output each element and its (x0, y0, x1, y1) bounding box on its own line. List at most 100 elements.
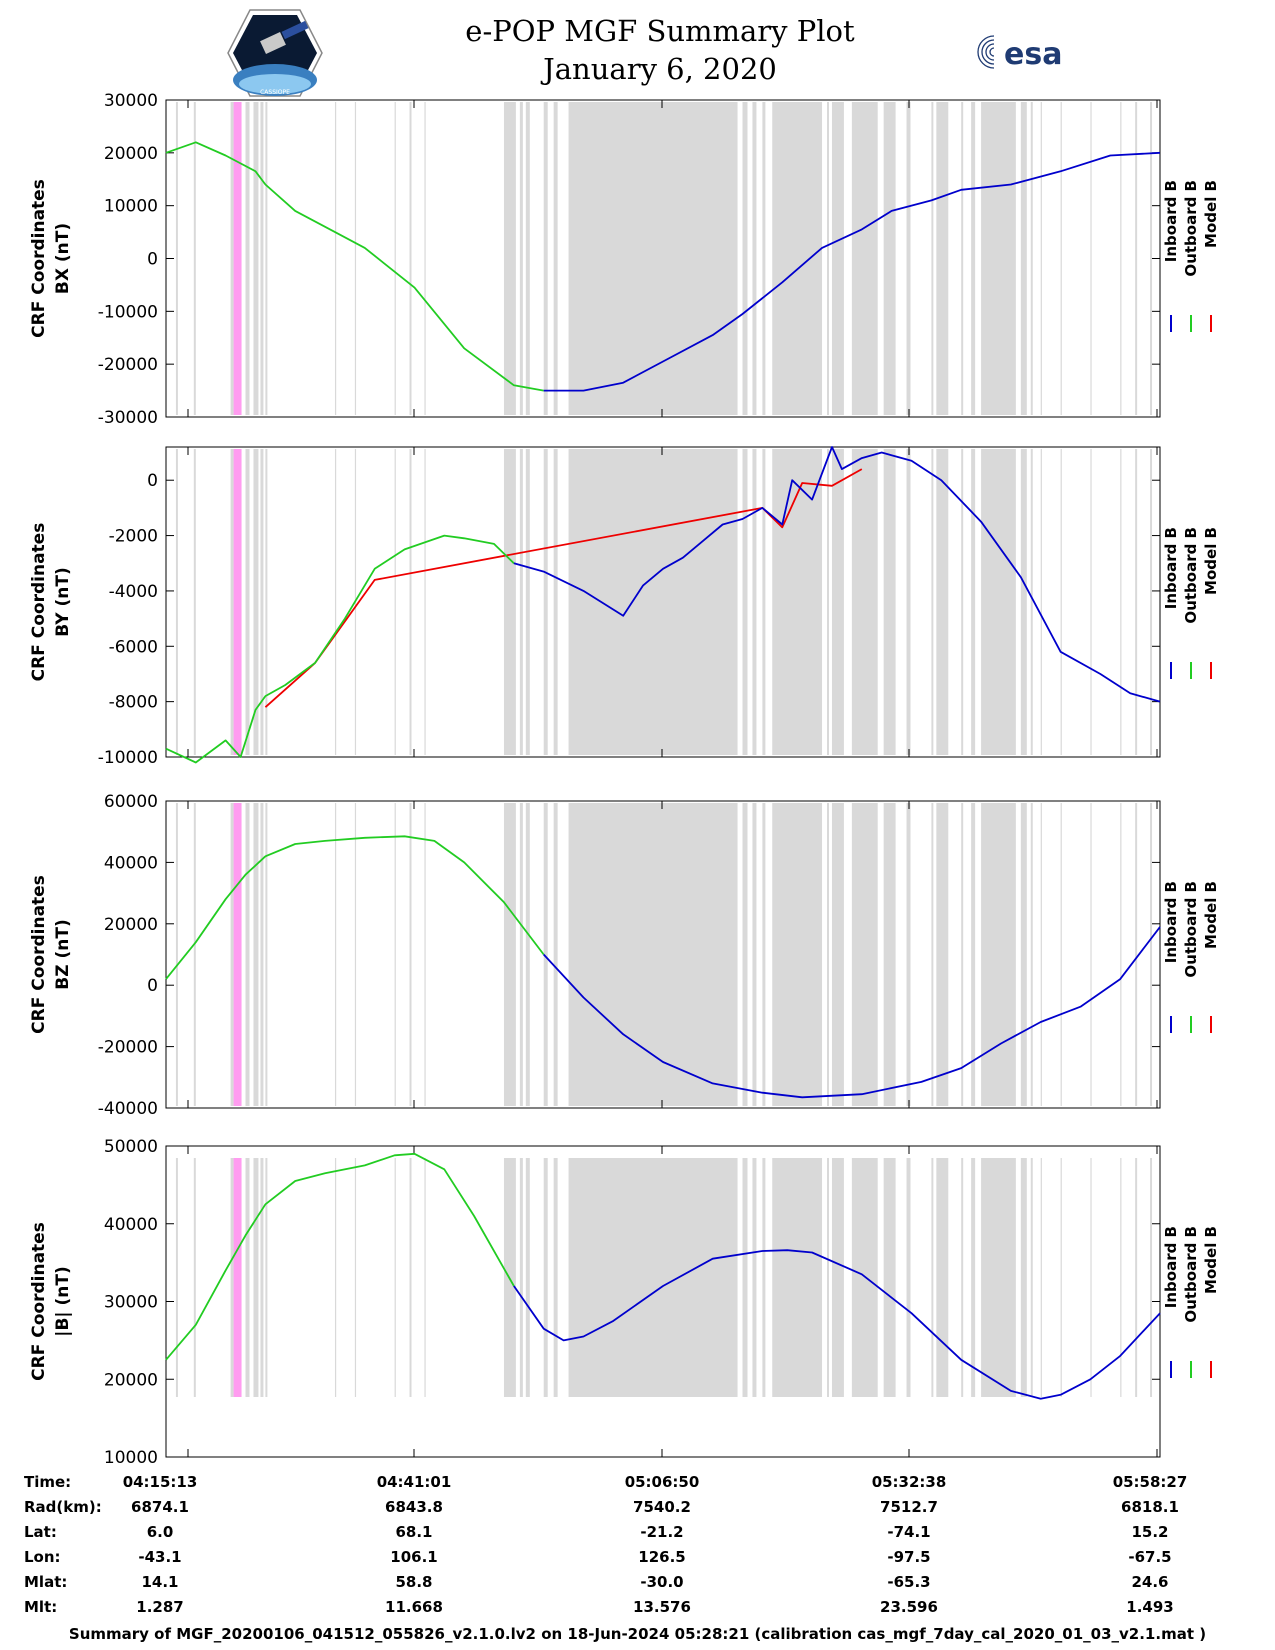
table-cell: 1.287 (136, 1598, 184, 1616)
shading-band (245, 449, 250, 755)
cassiope-logo-text: CASSIOPE (260, 89, 290, 96)
shading-band (334, 102, 337, 415)
footer-summary: Summary of MGF_20200106_041512_055826_v2… (68, 1625, 1207, 1643)
shading-band (568, 1158, 738, 1397)
shading-band (424, 102, 426, 415)
shading-band (831, 449, 844, 755)
table-row-label: Mlt: (24, 1598, 58, 1616)
shading-band (883, 449, 896, 755)
table-cell: -67.5 (1128, 1548, 1172, 1566)
table-cell: 7540.2 (633, 1498, 691, 1516)
shading-band (1040, 102, 1042, 415)
shading-band (260, 102, 264, 415)
legend-entry: Model B (1202, 1226, 1220, 1294)
shading-band (568, 102, 738, 415)
shading-band (1030, 1158, 1033, 1397)
y-tick-label: 30000 (104, 1293, 158, 1313)
y-tick-label: 20000 (104, 1370, 158, 1390)
shading-band (1030, 102, 1033, 415)
shading-band (253, 449, 259, 755)
shading-band (961, 449, 964, 755)
shading-band (354, 102, 357, 415)
shading-band (1150, 449, 1153, 755)
shading-band (253, 102, 259, 415)
shading-band (981, 1158, 1016, 1397)
shading-band (981, 102, 1016, 415)
shading-band (772, 803, 779, 1106)
shading-band (334, 803, 337, 1106)
shading-band (230, 449, 234, 755)
shading-band (193, 102, 196, 415)
y-axis-label: BY (nT) (53, 567, 73, 637)
shading-band (851, 102, 878, 415)
table-cell: -74.1 (887, 1523, 931, 1541)
shading-band (1030, 449, 1033, 755)
shading-band (752, 1158, 757, 1397)
series-line-inboard-b (513, 446, 1161, 703)
shading-band (253, 1158, 259, 1397)
shading-band (936, 102, 949, 415)
shading-band (253, 803, 259, 1106)
esa-logo-text: esa (1004, 37, 1062, 72)
shading-band (1150, 803, 1153, 1106)
shading-band (961, 1158, 964, 1397)
shading-band (762, 449, 766, 755)
y-tick-label: 0 (147, 976, 158, 996)
shading-band (1090, 449, 1092, 755)
shading-band (1020, 449, 1027, 755)
table-cell: 15.2 (1131, 1523, 1169, 1541)
y-tick-label: 30000 (104, 91, 158, 111)
table-row-label: Mlat: (24, 1573, 68, 1591)
table-cell: 1.493 (1126, 1598, 1174, 1616)
highlight-band (233, 1158, 242, 1397)
shading-band (1060, 449, 1062, 755)
table-cell: 05:32:38 (871, 1473, 947, 1491)
shading-band (265, 102, 268, 415)
y-axis-label: BZ (nT) (53, 919, 73, 989)
shading-band (936, 1158, 949, 1397)
shading-band (742, 1158, 748, 1397)
series-line-outboard-b (165, 534, 515, 764)
shading-band (827, 449, 829, 755)
y-tick-label: 20000 (104, 915, 158, 935)
y-tick-label: 40000 (104, 1215, 158, 1235)
y-tick-label: 20000 (104, 144, 158, 164)
shading-band (394, 1158, 396, 1397)
shading-band (961, 102, 964, 415)
shading-band (981, 449, 1016, 755)
series-line-inboard-b (543, 151, 1161, 392)
shading-band (568, 449, 738, 755)
shading-band (409, 1158, 412, 1397)
header: e-POP MGF Summary Plot January 6, 2020 C… (0, 0, 1275, 100)
shading-band (827, 1158, 829, 1397)
shading-band (519, 803, 523, 1106)
legend-entry: Model B (1202, 180, 1220, 248)
cassiope-mission-logo: CASSIOPE (227, 9, 323, 97)
legend-entry: Outboard B (1182, 881, 1200, 978)
shading-band (260, 449, 264, 755)
legend-entry: Inboard B (1162, 1226, 1180, 1308)
table-row-label: Lat: (24, 1523, 57, 1541)
y-tick-label: 50000 (104, 1137, 158, 1157)
y-axis-label: BX (nT) (53, 223, 73, 294)
shading-band (193, 803, 196, 1106)
series-line-outboard-b (165, 835, 545, 980)
table-cell: 24.6 (1131, 1573, 1169, 1591)
shading-band (762, 803, 766, 1106)
legend-entry: Inboard B (1162, 881, 1180, 963)
y-tick-label: 40000 (104, 853, 158, 873)
shading-band (931, 102, 934, 415)
shading-band (851, 803, 878, 1106)
shading-band (931, 1158, 934, 1397)
shading-band (553, 102, 558, 415)
y-tick-label: 0 (147, 471, 158, 491)
table-cell: 6843.8 (385, 1498, 443, 1516)
shading-band (742, 449, 748, 755)
table-cell: 126.5 (638, 1548, 686, 1566)
shading-band (1120, 102, 1122, 415)
shading-band (1040, 1158, 1042, 1397)
shading-band (1120, 803, 1122, 1106)
shading-band (936, 803, 949, 1106)
shading-band (1020, 803, 1027, 1106)
